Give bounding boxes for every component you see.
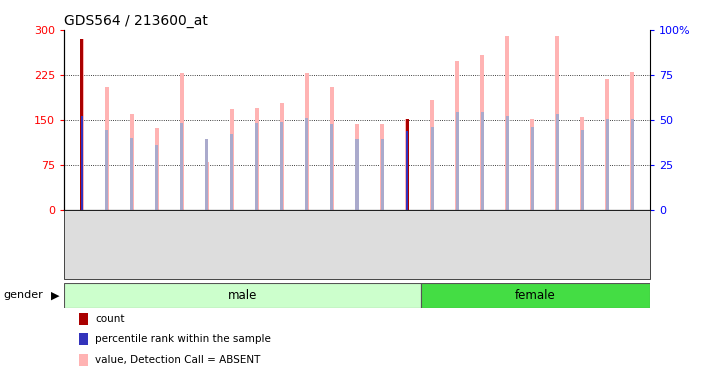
Bar: [129, 114, 134, 210]
Text: gender: gender: [4, 290, 44, 300]
Bar: [481, 112, 483, 210]
Bar: [331, 124, 333, 210]
Bar: [104, 87, 109, 210]
Bar: [280, 103, 284, 210]
Bar: [64, 283, 421, 308]
Bar: [205, 162, 209, 210]
Bar: [156, 145, 159, 210]
Bar: [330, 87, 334, 210]
Text: female: female: [515, 289, 555, 302]
Bar: [455, 61, 459, 210]
Bar: [505, 36, 509, 210]
Bar: [255, 108, 259, 210]
Bar: [181, 123, 183, 210]
Bar: [230, 109, 234, 210]
Bar: [381, 139, 383, 210]
Text: value, Detection Call = ABSENT: value, Detection Call = ABSENT: [95, 355, 261, 365]
Bar: [406, 130, 408, 210]
Bar: [406, 131, 408, 210]
Text: percentile rank within the sample: percentile rank within the sample: [95, 334, 271, 344]
Bar: [155, 128, 159, 210]
Text: count: count: [95, 314, 124, 324]
Bar: [79, 39, 84, 210]
Bar: [81, 116, 83, 210]
Bar: [356, 139, 358, 210]
Bar: [480, 55, 484, 210]
Bar: [281, 122, 283, 210]
Bar: [531, 127, 533, 210]
Bar: [630, 72, 635, 210]
Bar: [605, 119, 609, 210]
Bar: [506, 116, 508, 210]
Text: male: male: [228, 289, 257, 302]
Bar: [630, 119, 634, 210]
Bar: [80, 39, 84, 210]
Bar: [555, 114, 558, 210]
Text: ▶: ▶: [51, 290, 60, 300]
Bar: [231, 134, 233, 210]
Bar: [580, 117, 585, 210]
Bar: [131, 138, 134, 210]
Bar: [580, 130, 583, 210]
Bar: [256, 123, 258, 210]
Bar: [431, 127, 433, 210]
Bar: [456, 112, 458, 210]
Bar: [306, 118, 308, 210]
Bar: [430, 100, 434, 210]
Bar: [605, 79, 610, 210]
Bar: [80, 117, 84, 210]
Bar: [405, 119, 409, 210]
Bar: [555, 36, 559, 210]
Bar: [421, 283, 650, 308]
Bar: [305, 73, 309, 210]
Bar: [406, 119, 408, 210]
Bar: [206, 139, 208, 210]
Bar: [530, 119, 534, 210]
Bar: [180, 73, 184, 210]
Bar: [380, 124, 384, 210]
Bar: [105, 130, 109, 210]
Text: GDS564 / 213600_at: GDS564 / 213600_at: [64, 13, 208, 28]
Bar: [355, 124, 359, 210]
